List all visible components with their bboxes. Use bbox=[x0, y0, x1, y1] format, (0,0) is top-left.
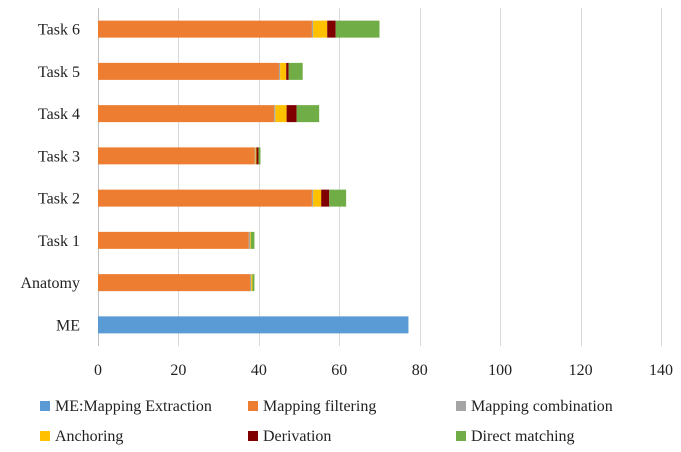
legend-swatch-derivation bbox=[248, 431, 258, 441]
bar-segment-anchoring bbox=[251, 274, 253, 292]
bar-segment-direct-matching bbox=[288, 62, 303, 80]
x-tick-label: 120 bbox=[569, 362, 593, 379]
bar-segment-anchoring bbox=[275, 105, 287, 123]
bar-segment-me-mapping-extraction bbox=[98, 316, 409, 334]
category-label: Task 2 bbox=[38, 191, 80, 208]
bar-segment-direct-matching bbox=[329, 189, 347, 207]
x-axis-ticks: 0 20 40 60 80 100 120 140 bbox=[94, 362, 673, 379]
bar-segment-direct-matching bbox=[258, 147, 261, 165]
legend: ME:Mapping Extraction Mapping filtering Ma… bbox=[40, 398, 613, 445]
bar-segment-mapping-combination bbox=[278, 62, 281, 80]
legend-swatch-anchoring bbox=[40, 431, 50, 441]
bar-segment-mapping-filtering bbox=[98, 231, 249, 249]
x-tick-label: 140 bbox=[649, 362, 673, 379]
bar-segment-mapping-combination bbox=[248, 231, 251, 249]
bar-segment-mapping-filtering bbox=[98, 105, 275, 123]
category-label: Task 5 bbox=[38, 64, 80, 81]
bar-segment-direct-matching bbox=[335, 20, 380, 38]
legend-label: Direct matching bbox=[471, 428, 575, 445]
legend-label: Anchoring bbox=[55, 428, 123, 445]
bar-segment-mapping-filtering bbox=[98, 20, 312, 38]
bar-segment-derivation bbox=[321, 189, 330, 207]
x-tick-label: 80 bbox=[412, 362, 428, 379]
category-label: Task 4 bbox=[38, 106, 80, 123]
bar-segment-anchoring bbox=[313, 189, 322, 207]
bar-segment-mapping-combination bbox=[250, 274, 252, 292]
legend-label: Mapping filtering bbox=[263, 398, 376, 415]
bar-segment-anchoring bbox=[313, 20, 328, 38]
bar-segment-anchoring bbox=[250, 231, 251, 249]
bars bbox=[98, 20, 409, 334]
category-label: Task 6 bbox=[38, 22, 80, 39]
bar-segment-mapping-combination bbox=[311, 20, 314, 38]
legend-label: Derivation bbox=[263, 428, 331, 445]
bar-segment-derivation bbox=[327, 20, 336, 38]
x-tick-label: 0 bbox=[94, 362, 102, 379]
bar-segment-mapping-filtering bbox=[98, 189, 312, 207]
bar-segment-mapping-filtering bbox=[98, 62, 279, 80]
legend-label: Mapping combination bbox=[471, 398, 613, 415]
category-label: Anatomy bbox=[20, 275, 80, 292]
bar-segment-mapping-combination bbox=[311, 189, 314, 207]
legend-swatch-mapping-filtering bbox=[248, 401, 258, 411]
legend-swatch-me-mapping-extraction bbox=[40, 401, 50, 411]
x-tick-label: 40 bbox=[251, 362, 267, 379]
bar-segment-anchoring bbox=[280, 62, 287, 80]
bar-segment-mapping-filtering bbox=[98, 274, 251, 292]
x-tick-label: 60 bbox=[331, 362, 347, 379]
bar-segment-direct-matching bbox=[250, 231, 255, 249]
bar-segment-mapping-filtering bbox=[98, 147, 255, 165]
legend-label: ME:Mapping Extraction bbox=[55, 398, 212, 415]
bar-segment-derivation bbox=[286, 62, 289, 80]
grid bbox=[98, 8, 662, 346]
category-label: ME bbox=[56, 317, 80, 334]
legend-swatch-direct-matching bbox=[456, 431, 466, 441]
category-label: Task 1 bbox=[38, 233, 80, 250]
bar-segment-mapping-combination bbox=[274, 105, 276, 123]
legend-swatch-mapping-combination bbox=[456, 401, 466, 411]
x-tick-label: 20 bbox=[170, 362, 186, 379]
bar-segment-anchoring bbox=[255, 147, 257, 165]
bar-segment-derivation bbox=[256, 147, 259, 165]
bar-segment-direct-matching bbox=[252, 274, 255, 292]
x-tick-label: 100 bbox=[488, 362, 512, 379]
category-label: Task 3 bbox=[38, 148, 80, 165]
bar-segment-direct-matching bbox=[296, 105, 320, 123]
category-labels: ME Anatomy Task 1 Task 2 Task 3 Task 4 Task 5 T… bbox=[20, 22, 80, 335]
bar-segment-mapping-combination bbox=[254, 147, 256, 165]
bar-segment-derivation bbox=[286, 105, 297, 123]
